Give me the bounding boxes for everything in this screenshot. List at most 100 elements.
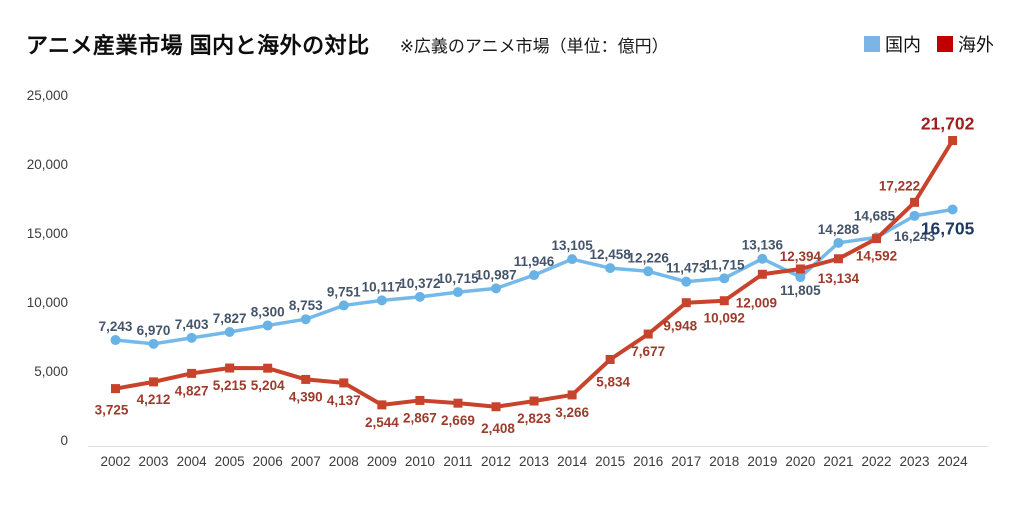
data-point-label: 5,215 [213,378,247,393]
data-point-label: 9,948 [663,319,697,334]
data-point-marker [491,283,501,294]
legend-label-domestic: 国内 [885,35,921,55]
data-point-marker [339,378,349,388]
data-point-label: 21,702 [921,114,975,134]
data-point-label: 10,117 [362,279,403,294]
data-point-marker [415,395,425,405]
data-point-marker [529,270,540,281]
data-point-marker [947,204,958,215]
x-axis-year-label: 2020 [785,454,815,469]
data-point-label: 10,372 [399,276,440,291]
data-point-marker [909,210,920,221]
x-axis-year-label: 2004 [177,454,208,469]
data-point-label: 8,300 [251,304,285,319]
data-point-label: 4,827 [175,383,209,398]
data-point-label: 10,715 [437,271,479,286]
data-point-label: 10,092 [704,311,745,326]
data-point-marker [452,287,463,298]
data-point-marker [948,136,958,146]
x-axis-year-label: 2023 [900,454,930,469]
data-point-marker [225,363,235,373]
data-point-marker [148,338,159,349]
data-point-marker [453,398,463,408]
data-point-label: 4,212 [137,392,171,407]
data-point-label: 11,473 [666,261,707,276]
data-point-marker [795,272,806,283]
legend-item-domestic: 国内 [864,31,921,57]
data-point-marker [757,253,768,264]
data-point-marker [262,320,273,331]
data-point-marker [186,332,197,343]
data-point-label: 12,394 [780,249,822,264]
data-point-label: 13,134 [818,271,860,286]
data-point-label: 10,987 [475,267,516,282]
data-point-label: 14,685 [854,208,896,223]
data-point-marker [605,354,615,364]
data-point-label: 16,705 [921,218,975,238]
data-point-label: 11,946 [514,254,555,269]
data-point-marker [301,374,311,384]
data-point-label: 7,677 [631,344,665,359]
data-point-marker [376,295,387,306]
x-axis-year-label: 2021 [823,454,853,469]
data-point-label: 3,725 [95,403,129,418]
legend-item-overseas: 海外 [937,31,994,57]
y-axis-tick-label: 5,000 [34,364,68,379]
chart-header: アニメ産業市場 国内と海外の対比 ※広義のアニメ市場（単位：億円） 国内 海外 [26,28,994,60]
x-axis-year-label: 2013 [519,454,549,469]
data-point-label: 8,753 [289,298,323,313]
data-point-marker [567,390,577,400]
data-point-label: 12,458 [590,247,632,262]
data-point-label: 7,243 [99,319,133,334]
data-point-label: 2,669 [441,413,475,428]
data-point-label: 2,544 [365,415,399,430]
data-point-marker [263,363,273,373]
x-axis-year-label: 2010 [405,454,435,469]
data-point-label: 11,715 [704,257,745,272]
x-axis-year-label: 2003 [139,454,169,469]
data-point-label: 11,805 [780,283,821,298]
data-point-marker [719,273,730,284]
data-point-marker [795,264,805,274]
data-point-marker [300,314,311,325]
x-axis-year-label: 2014 [557,454,588,469]
x-axis-year-label: 2008 [329,454,359,469]
legend-swatch-overseas-icon [937,36,953,52]
data-point-marker [377,400,387,410]
data-point-marker [529,396,539,406]
chart-note: ※広義のアニメ市場（単位：億円） [399,36,669,56]
data-point-label: 5,834 [596,374,630,389]
data-point-label: 14,592 [856,249,897,264]
data-point-marker [757,269,767,279]
legend-label-overseas: 海外 [958,35,994,55]
x-axis-year-label: 2012 [481,454,511,469]
legend: 国内 海外 [864,31,994,57]
y-axis-tick-label: 10,000 [27,295,68,310]
x-axis-year-label: 2007 [291,454,321,469]
data-point-label: 12,226 [628,250,670,265]
data-point-label: 7,403 [175,317,209,332]
data-point-label: 3,266 [555,405,589,420]
data-point-marker [224,326,235,337]
data-point-marker [149,377,159,387]
data-point-label: 13,136 [742,238,784,253]
data-point-label: 2,408 [481,421,515,436]
data-point-label: 2,867 [403,410,437,425]
x-axis-year-label: 2022 [861,454,891,469]
data-point-label: 14,288 [818,222,860,237]
data-point-marker [833,254,843,264]
x-axis-year-label: 2002 [100,454,130,469]
data-point-marker [681,276,692,287]
data-point-marker [414,291,425,302]
y-axis-tick-label: 25,000 [27,88,68,103]
data-point-marker [833,237,844,248]
x-axis-year-label: 2006 [253,454,283,469]
data-point-label: 17,222 [879,178,920,193]
data-point-label: 13,105 [551,238,593,253]
data-point-label: 2,823 [517,411,551,426]
data-point-label: 9,751 [327,284,361,299]
x-axis-year-label: 2015 [595,454,625,469]
data-point-label: 16,243 [894,229,936,244]
x-axis-year-label: 2017 [671,454,701,469]
